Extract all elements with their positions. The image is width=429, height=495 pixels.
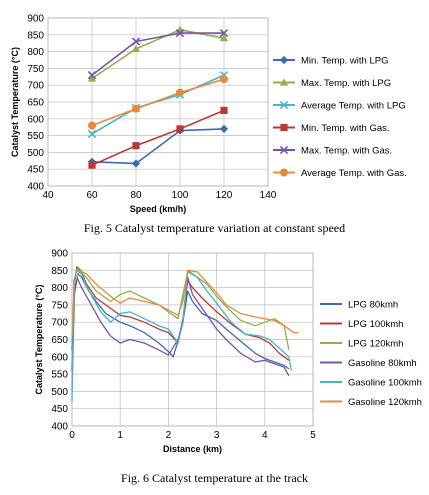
- chart-catalyst-temp-track: 400 450 500 550 600 650 700 750 800 850 900 0 1 2 3 4 5 D…: [0, 240, 429, 460]
- chart1-series-line-6: [91, 78, 225, 127]
- chart2-y-tick-label: 900: [51, 249, 68, 260]
- figure-6-caption: Fig. 6 Catalyst temperature at the track: [121, 471, 308, 485]
- chart1-legend-marker: [279, 100, 289, 110]
- chart1-series-line-5: [91, 32, 224, 76]
- chart1-x-tick-label: 60: [86, 190, 98, 201]
- chart2-y-tick-label: 750: [51, 300, 68, 311]
- chart1-legend-marker: [280, 123, 288, 132]
- chart1-data-point: [87, 70, 97, 80]
- chart2-series-line-5: [71, 269, 292, 402]
- chart1-y-axis-label: Catalyst Temperature (°C): [10, 47, 20, 157]
- chart1-data-point: [220, 106, 228, 114]
- chart1-legend-label: Average Temp. with Gas.: [301, 168, 407, 179]
- chart1-y-tick-label: 650: [27, 98, 44, 109]
- chart2-series-line-6: [71, 269, 299, 337]
- chart-1-svg: 400 450 500 550 600 650 700 750 800 850 900 40 60 80 1…: [10, 14, 407, 215]
- chart1-data-point: [175, 28, 185, 38]
- chart2-y-tick-label: 850: [51, 266, 68, 277]
- chart2-series-line-3: [71, 267, 290, 351]
- chart1-data-point: [220, 75, 228, 84]
- chart1-legend-label: Max. Temp. with LPG: [301, 78, 391, 89]
- chart-2-svg: 400 450 500 550 600 650 700 750 800 850 900 0 1 2 3 4 5 D…: [34, 249, 422, 455]
- chart1-data-point: [87, 74, 97, 82]
- chart1-data-point: [131, 37, 141, 46]
- chart2-legend-label: LPG 80kmh: [348, 300, 398, 311]
- chart1-y-tick-label: 900: [27, 14, 44, 25]
- chart2-x-tick-label: 5: [310, 430, 316, 441]
- chart2-y-tick-label: 700: [51, 318, 68, 329]
- chart2-y-tick-label: 600: [51, 352, 68, 363]
- chart1-legend-label: Min. Temp. with Gas.: [301, 123, 390, 134]
- chart1-y-tick-label: 400: [27, 182, 44, 193]
- chart1-y-tick-label: 800: [27, 47, 44, 58]
- chart1-x-tick-label: 80: [130, 190, 142, 201]
- chart1-x-tick-label: 140: [260, 190, 277, 201]
- chart1-x-tick-label: 100: [172, 190, 189, 201]
- figure-5-caption: Fig. 5 Catalyst temperature variation at…: [83, 221, 346, 235]
- chart1-series-line-1: [91, 128, 225, 165]
- chart1-x-tick-label: 120: [216, 190, 233, 201]
- chart1-y-tick-label: 500: [27, 148, 44, 159]
- chart1-y-tick-label: 450: [27, 165, 44, 176]
- chart2-x-axis-label: Distance (km): [163, 444, 222, 454]
- chart2-y-tick-label: 550: [51, 370, 68, 381]
- chart1-y-tick-label: 600: [27, 114, 44, 125]
- chart2-x-tick-label: 3: [214, 430, 220, 441]
- chart-catalyst-temp-constant-speed: 400 450 500 550 600 650 700 750 800 850 900 40 60 80 1…: [0, 0, 429, 222]
- chart1-data-point: [87, 129, 97, 139]
- chart1-data-point: [132, 104, 140, 113]
- chart2-y-tick-label: 450: [51, 404, 68, 415]
- chart2-x-tick-label: 1: [117, 430, 123, 441]
- chart2-x-tick-label: 4: [262, 430, 268, 441]
- chart1-data-point: [132, 142, 140, 150]
- chart1-legend-marker: [279, 55, 289, 65]
- chart2-y-tick-label: 800: [51, 283, 68, 294]
- chart1-legend-label: Average Temp. with LPG: [301, 101, 406, 112]
- chart1-series-line-4: [91, 109, 225, 166]
- chart1-y-tick-label: 700: [27, 81, 44, 92]
- chart2-y-axis-label: Catalyst Temperature (°C): [34, 285, 44, 395]
- chart1-series-line-2: [91, 28, 225, 80]
- chart1-legend-marker: [280, 168, 288, 177]
- chart1-x-tick-label: 40: [42, 190, 54, 201]
- chart1-y-tick-label: 550: [27, 131, 44, 142]
- chart1-legend-marker: [279, 78, 289, 86]
- chart1-data-point: [176, 125, 184, 133]
- chart2-x-tick-label: 2: [166, 430, 172, 441]
- chart1-x-axis-label: Speed (km/h): [130, 204, 187, 214]
- chart2-x-tick-label: 0: [69, 430, 75, 441]
- chart1-legend-marker: [279, 145, 289, 155]
- chart1-data-point: [219, 124, 229, 133]
- chart2-legend-label: Gasoline 100kmh: [348, 378, 422, 389]
- chart1-legend-label: Max. Temp. with Gas.: [301, 146, 392, 157]
- chart1-data-point: [219, 34, 229, 42]
- chart2-series-line-4: [71, 276, 290, 377]
- chart1-legend-label: Min. Temp. with LPG: [301, 56, 388, 67]
- chart2-y-tick-label: 500: [51, 387, 68, 398]
- chart2-legend-label: LPG 100kmh: [348, 319, 403, 330]
- chart1-data-point: [176, 88, 184, 97]
- chart2-y-tick-label: 400: [51, 422, 68, 433]
- chart1-y-tick-label: 850: [27, 30, 44, 41]
- chart1-data-point: [219, 28, 229, 38]
- chart1-data-point: [131, 159, 141, 168]
- chart1-data-point: [88, 161, 96, 169]
- chart1-data-point: [88, 121, 96, 130]
- chart2-legend-label: LPG 120kmh: [348, 339, 403, 350]
- chart2-legend-label: Gasoline 120kmh: [348, 397, 422, 408]
- chart1-data-point: [131, 44, 141, 53]
- chart2-legend-label: Gasoline 80kmh: [348, 358, 417, 369]
- chart2-y-tick-label: 650: [51, 335, 68, 346]
- chart1-y-tick-label: 750: [27, 64, 44, 75]
